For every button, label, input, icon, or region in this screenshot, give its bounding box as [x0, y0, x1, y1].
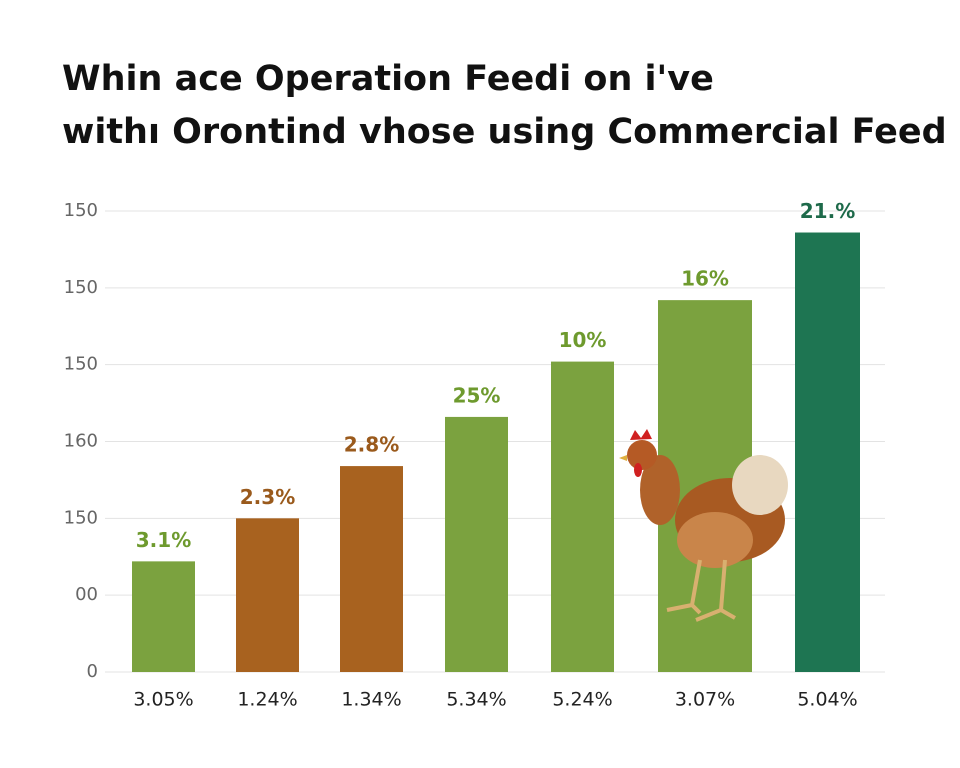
bar-label: 2.8% — [344, 433, 399, 457]
y-tick-label: 150 — [64, 354, 98, 375]
y-tick-label: 150 — [64, 200, 98, 221]
x-tick-label: 3.07% — [675, 689, 735, 711]
y-tick-label: 150 — [64, 507, 98, 528]
x-tick-label: 3.05% — [133, 689, 193, 711]
bar-label: 16% — [681, 267, 729, 291]
bar — [340, 466, 403, 672]
x-tick-label: 5.04% — [797, 689, 857, 711]
y-tick-label: 150 — [64, 277, 98, 298]
chicken-illustration — [619, 429, 788, 622]
chart-title: withı Orontind vhose using Commercial Fe… — [62, 112, 947, 152]
y-tick-label: 160 — [64, 431, 98, 452]
bar — [236, 518, 299, 672]
bar — [445, 416, 508, 672]
chart-title: Whin ace Operation Feedi on i've — [62, 59, 714, 99]
bar-label: 21.% — [800, 199, 855, 223]
x-tick-label: 1.24% — [237, 689, 297, 711]
x-tick-label: 1.34% — [341, 689, 401, 711]
y-tick-label: 00 — [75, 584, 98, 605]
bar-label: 2.3% — [240, 485, 295, 509]
bar-label: 25% — [453, 383, 501, 407]
y-tick-label: 0 — [87, 661, 98, 682]
bar-label: 3.1% — [136, 528, 191, 552]
x-tick-label: 5.24% — [552, 689, 612, 711]
bar — [132, 561, 195, 672]
bar — [551, 361, 614, 672]
bar — [795, 232, 860, 672]
x-tick-label: 5.34% — [446, 689, 506, 711]
bar-label: 10% — [559, 328, 607, 352]
